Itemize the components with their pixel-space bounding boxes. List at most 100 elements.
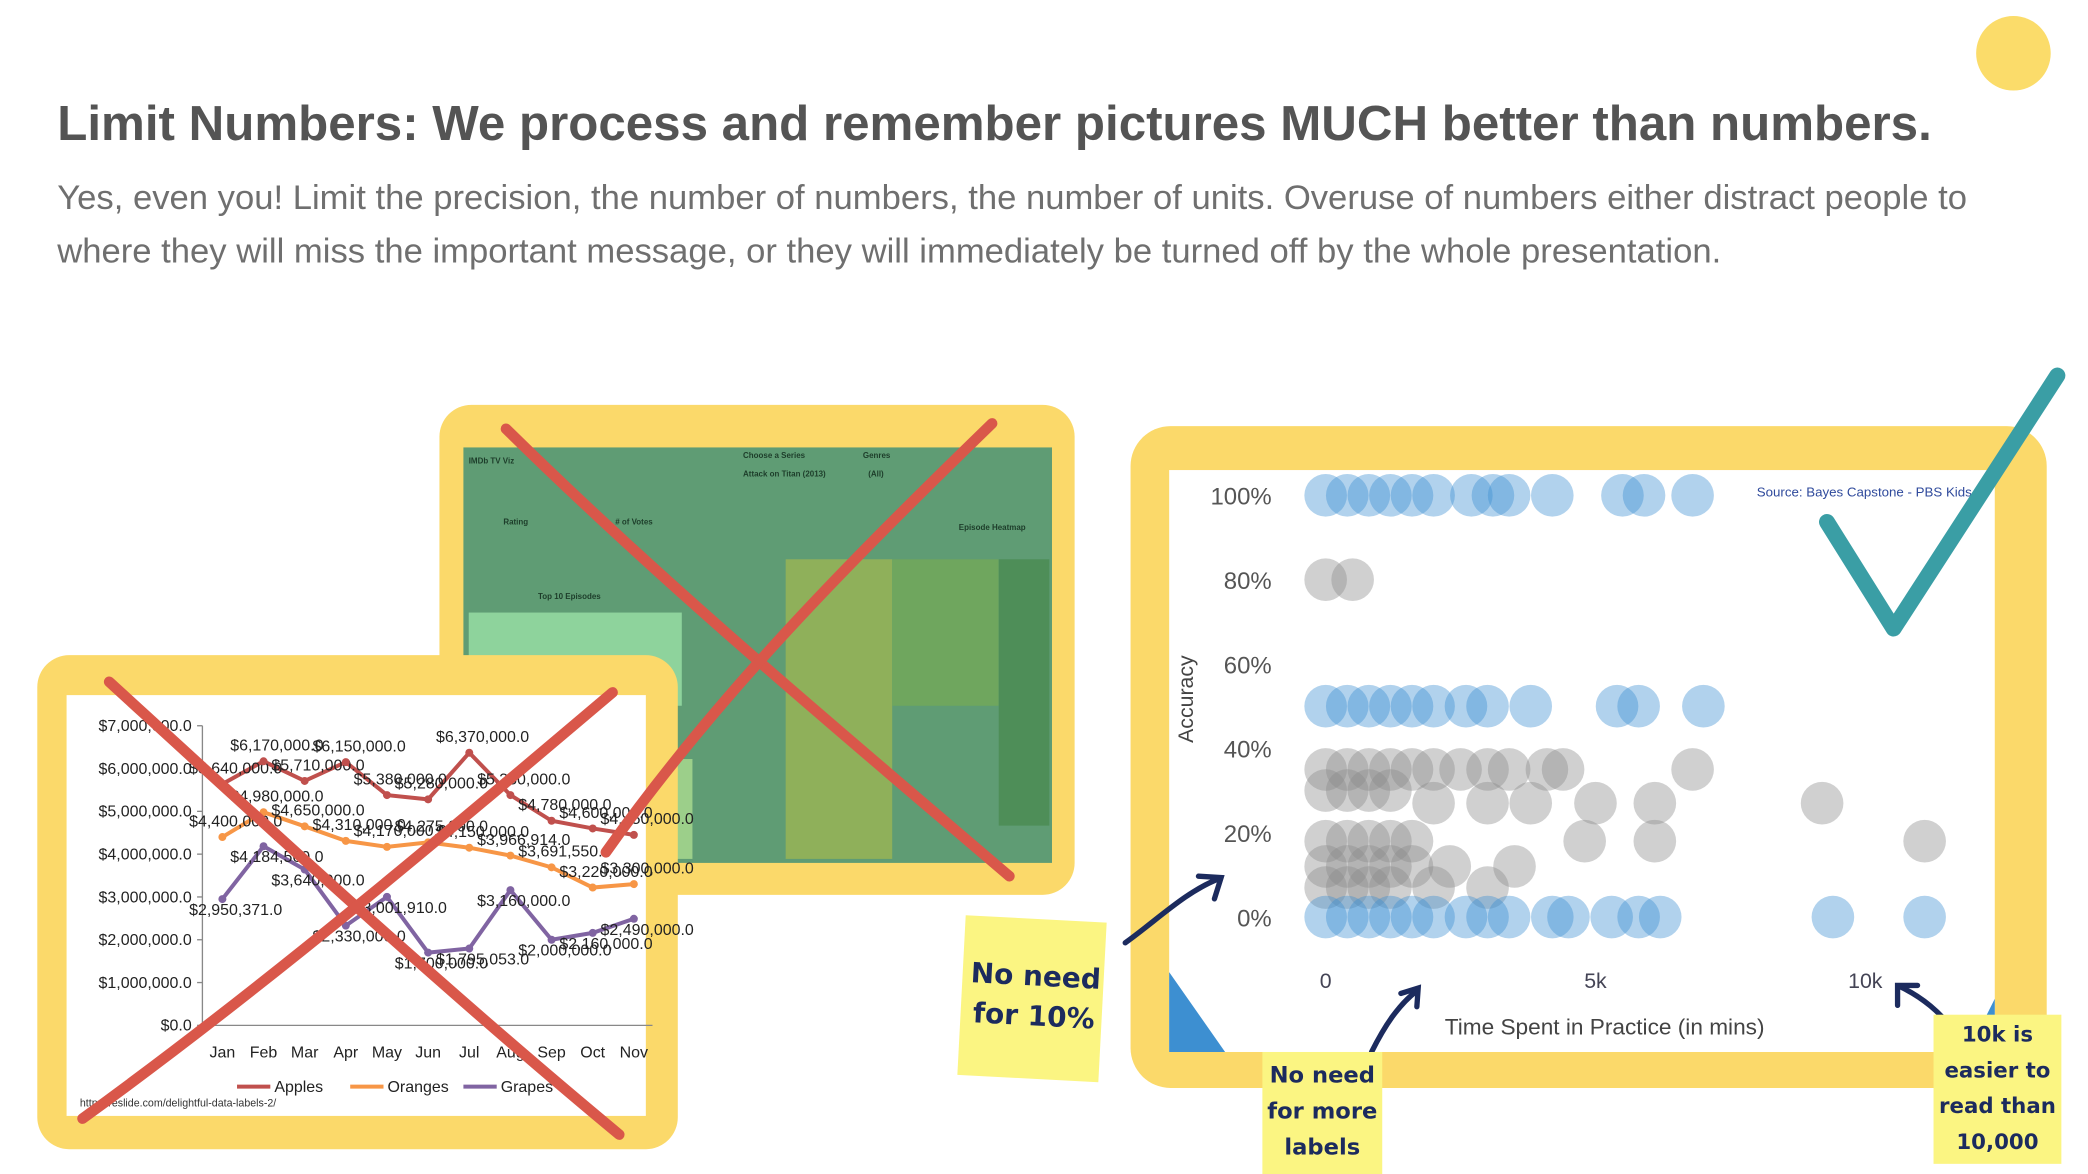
- point: [1574, 781, 1617, 825]
- x-tick-label: Jun: [415, 1044, 441, 1061]
- svg-text:No needfor 10%: No needfor 10%: [968, 956, 1102, 1036]
- x-tick-label: 0: [1320, 969, 1332, 993]
- point: [1590, 895, 1633, 939]
- point: [1347, 895, 1391, 939]
- line-marker: [588, 824, 597, 833]
- point: [1304, 748, 1347, 791]
- point: [1428, 845, 1472, 888]
- y-tick-label: $6,000,000.0: [99, 761, 192, 778]
- line-marker: [341, 758, 350, 767]
- point: [1347, 769, 1391, 812]
- note-line: easier to: [1944, 1058, 2050, 1083]
- point: [1622, 474, 1666, 517]
- point: [1369, 819, 1412, 863]
- line-marker: [465, 944, 474, 953]
- point: [1412, 474, 1455, 517]
- point: [1450, 474, 1493, 517]
- line-marker: [300, 776, 309, 785]
- point: [1903, 895, 1946, 939]
- charts: IMDb TV Viz Choose a Series Genres Attack o…: [80, 451, 1972, 1110]
- line-marker: [341, 836, 350, 845]
- legend-label: Grapes: [501, 1079, 553, 1096]
- line-marker: [506, 791, 515, 800]
- point: [1493, 845, 1536, 888]
- point: [1390, 748, 1434, 791]
- point: [1466, 895, 1509, 939]
- point: [1325, 684, 1369, 728]
- line-marker: [382, 892, 391, 901]
- point: [1633, 819, 1677, 863]
- point: [1347, 845, 1391, 888]
- x-tick-label: Jan: [210, 1044, 236, 1061]
- sticky-note: 10k is easier to read than 10,000: [1933, 1014, 2062, 1164]
- x-tick-label: Jul: [459, 1044, 479, 1061]
- source: Source: Bayes Capstone - PBS Kids: [1757, 485, 1972, 500]
- point: [1800, 781, 1844, 825]
- dashboard-label: IMDb TV Viz: [469, 456, 514, 465]
- point: [1331, 558, 1374, 602]
- dashboard-label: Choose a Series: [743, 451, 806, 460]
- point: [1304, 845, 1347, 888]
- line-marker: [259, 757, 268, 766]
- line-marker: [588, 883, 597, 892]
- dashboard-label: Top 10 Episodes: [538, 592, 601, 601]
- point: [1369, 684, 1412, 728]
- point: [1390, 819, 1434, 863]
- data-label: $2,160,000.0: [559, 936, 652, 953]
- point: [1325, 748, 1369, 791]
- x-axis-label: Time Spent in Practice (in mins): [1445, 1015, 1765, 1040]
- point: [1638, 895, 1682, 939]
- data-label: $5,710,000.0: [271, 757, 364, 774]
- point: [1601, 474, 1644, 517]
- point: [1903, 819, 1946, 863]
- point: [1466, 748, 1509, 791]
- point: [1325, 866, 1369, 909]
- data-label: $2,950,371.0: [189, 902, 282, 919]
- y-tick-label: $3,000,000.0: [99, 889, 192, 906]
- point: [1390, 474, 1434, 517]
- y-tick-label: $5,000,000.0: [99, 804, 192, 821]
- point: [1304, 866, 1347, 909]
- data-label: $4,170,000.0: [354, 823, 447, 840]
- data-label: $4,650,000.0: [271, 803, 364, 820]
- point: [1509, 684, 1553, 728]
- x-tick-label: Apr: [333, 1044, 359, 1061]
- point: [1412, 781, 1455, 825]
- point: [1390, 895, 1434, 939]
- x-tick-label: May: [372, 1044, 402, 1061]
- y-tick-label: 40%: [1224, 737, 1272, 764]
- data-label: $2,490,000.0: [601, 922, 694, 939]
- point: [1304, 819, 1347, 863]
- point: [1347, 819, 1391, 863]
- note-line: for 10%: [972, 996, 1095, 1035]
- point: [1487, 474, 1531, 517]
- x-tick-label: Oct: [580, 1044, 605, 1061]
- dashboard-label: Rating: [503, 518, 528, 527]
- note-line: read than: [1939, 1094, 2056, 1119]
- point: [1369, 769, 1412, 812]
- data-label: $3,640,000.0: [271, 873, 364, 890]
- point: [1466, 684, 1509, 728]
- legend-label: Apples: [274, 1079, 323, 1096]
- line-marker: [259, 842, 268, 851]
- point: [1682, 684, 1725, 728]
- y-tick-label: 80%: [1224, 568, 1272, 595]
- line-marker: [506, 851, 515, 860]
- data-label: $3,160,000.0: [477, 893, 570, 910]
- x-tick-label: Sep: [537, 1044, 566, 1061]
- line-marker: [218, 895, 227, 904]
- y-tick-label: $4,000,000.0: [99, 846, 192, 863]
- point: [1390, 845, 1434, 888]
- data-label: $3,001,910.0: [354, 900, 447, 917]
- slide-body: Yes, even you! Limit the precision, the …: [57, 177, 1968, 271]
- line-marker: [465, 843, 474, 852]
- dashboard-label: # of Votes: [615, 518, 653, 527]
- note-line: 10,000: [1956, 1130, 2038, 1155]
- point: [1525, 748, 1569, 791]
- point: [1304, 684, 1347, 728]
- data-label: $4,310,000.0: [313, 817, 406, 834]
